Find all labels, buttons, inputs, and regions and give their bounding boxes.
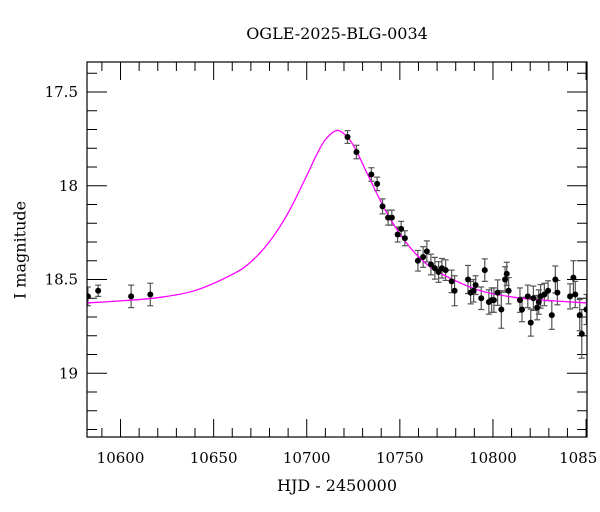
- data-point-marker: [545, 287, 552, 294]
- data-point-marker: [478, 295, 485, 302]
- data-point-marker: [578, 330, 585, 337]
- data-point-marker: [502, 276, 509, 283]
- data-point-marker: [374, 180, 381, 187]
- data-point-marker: [503, 270, 510, 277]
- data-point-marker: [427, 261, 434, 268]
- data-point-marker: [481, 267, 488, 274]
- data-point-marker: [519, 306, 526, 313]
- data-point-marker: [87, 293, 91, 300]
- data-point-marker: [570, 274, 577, 281]
- data-point-marker: [353, 149, 360, 155]
- y-tick-label: 17.5: [45, 83, 78, 101]
- x-tick-label: 10700: [283, 449, 331, 467]
- data-point-marker: [344, 134, 351, 140]
- data-point-marker: [465, 276, 472, 283]
- data-point-marker: [576, 312, 583, 319]
- data-point-marker: [552, 276, 559, 283]
- data-point-marker: [527, 319, 534, 326]
- x-tick-label: 10650: [190, 449, 238, 467]
- data-point-marker: [494, 289, 501, 296]
- data-point-marker: [472, 282, 479, 289]
- data-point-marker: [451, 287, 458, 294]
- tick-labels: 10600 10650 10700 10750 10800 1085 17.5 18 18.5 1…: [45, 83, 598, 467]
- data-point-marker: [534, 304, 541, 311]
- data-point-marker: [548, 312, 555, 319]
- data-point-marker: [442, 267, 449, 274]
- x-tick-label: 10800: [469, 449, 517, 467]
- data-point-marker: [414, 257, 421, 264]
- data-point-marker: [147, 291, 154, 298]
- axis-ticks: [87, 62, 587, 437]
- plot-area: [87, 129, 587, 359]
- data-point-marker: [368, 171, 375, 178]
- data-point-marker: [535, 299, 542, 305]
- data-point-marker: [583, 306, 587, 313]
- data-point-marker: [505, 287, 512, 294]
- model-curve: [87, 129, 587, 304]
- data-point-marker: [420, 254, 427, 260]
- y-tick-label: 18.5: [45, 271, 78, 289]
- data-point-marker: [524, 293, 531, 300]
- y-tick-label: 18: [59, 177, 78, 195]
- data-point-marker: [423, 248, 430, 255]
- x-tick-label: 10750: [376, 449, 424, 467]
- data-point-marker: [448, 278, 455, 285]
- data-point-marker: [379, 203, 386, 210]
- data-point-marker: [567, 293, 574, 300]
- data-point-marker: [572, 291, 579, 298]
- plot-frame: [86, 61, 588, 438]
- data-point-marker: [401, 235, 408, 242]
- x-tick-label: 10600: [97, 449, 145, 467]
- data-point-marker: [128, 293, 135, 300]
- chart-title: OGLE-2025-BLG-0034: [246, 24, 428, 43]
- x-tick-label: 1085: [559, 449, 597, 467]
- y-tick-label: 19: [59, 364, 78, 382]
- data-point-marker: [498, 306, 505, 313]
- x-axis-label: HJD - 2450000: [276, 476, 398, 495]
- data-point-marker: [388, 214, 395, 221]
- data-point-marker: [516, 297, 523, 304]
- data-point-marker: [490, 297, 497, 304]
- data-point-marker: [95, 287, 102, 294]
- data-point-marker: [554, 289, 561, 296]
- data-point-marker: [470, 287, 477, 294]
- y-axis-label: I magnitude: [10, 200, 30, 300]
- data-point-marker: [394, 231, 401, 238]
- data-point-marker: [541, 291, 548, 298]
- data-point-marker: [431, 265, 438, 272]
- data-point-marker: [530, 295, 537, 302]
- data-point-marker: [398, 225, 405, 232]
